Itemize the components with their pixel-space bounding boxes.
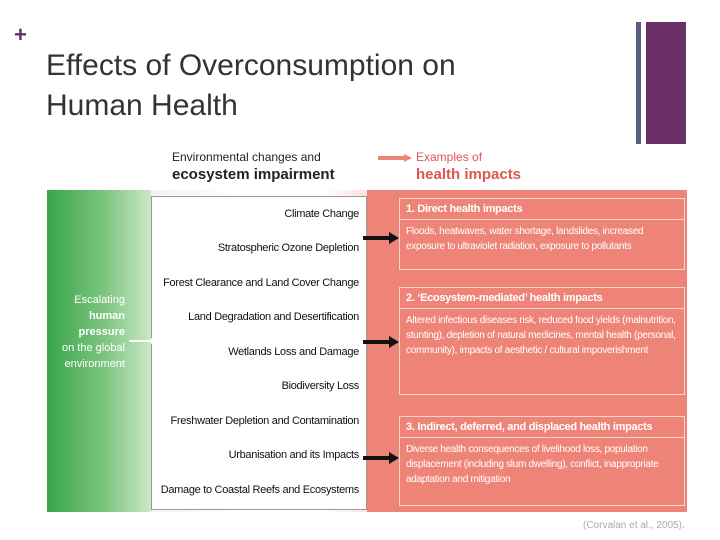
env-column-border	[151, 196, 367, 510]
impact-divider	[400, 437, 684, 438]
impact-body: Floods, heatwaves, water shortage, lands…	[406, 226, 644, 252]
env-change-list: Climate Change Stratospheric Ozone Deple…	[151, 196, 360, 510]
env-header: Environmental changes and ecosystem impa…	[172, 150, 335, 183]
impacts-panel	[367, 190, 687, 512]
env-item: Freshwater Depletion and Contamination	[170, 415, 359, 427]
impact-heading: 3. Indirect, deferred, and displaced hea…	[406, 421, 653, 433]
slide-title: Effects of Overconsumption on Human Heal…	[46, 46, 606, 126]
env-item: Climate Change	[284, 208, 359, 220]
impact-body: Altered infectious diseases risk, reduce…	[406, 315, 676, 356]
impact-arrow-icon	[363, 336, 399, 348]
pressure-label-line-1: Escalating	[74, 294, 125, 306]
title-line-1: Effects of Overconsumption on	[46, 49, 456, 82]
impact-box-indirect: 3. Indirect, deferred, and displaced hea…	[399, 416, 685, 506]
env-item: Land Degradation and Desertification	[188, 311, 359, 323]
header-arrow-icon	[378, 154, 412, 162]
env-header-line-1: Environmental changes and	[172, 150, 321, 164]
env-header-line-2: ecosystem impairment	[172, 166, 335, 183]
impact-box-direct: 1. Direct health impacts Floods, heatwav…	[399, 198, 685, 270]
impact-heading: 1. Direct health impacts	[406, 203, 523, 215]
pressure-label-line-2: human	[88, 310, 125, 322]
plus-icon: +	[14, 22, 27, 47]
impact-arrow-icon	[363, 232, 399, 244]
env-item: Stratospheric Ozone Depletion	[217, 242, 359, 254]
impact-arrow-icon	[363, 452, 399, 464]
pressure-label-line-5: environment	[64, 358, 125, 370]
impact-heading: 2. ‘Ecosystem-mediated’ health impacts	[406, 292, 603, 304]
citation: (Corvalan et al., 2005).	[583, 520, 685, 531]
impact-divider	[400, 219, 684, 220]
pressure-arrow-icon	[129, 338, 157, 344]
pressure-panel	[47, 190, 151, 512]
health-header-line-1: Examples of	[416, 150, 483, 164]
health-header-line-2: health impacts	[416, 166, 522, 183]
health-effects-diagram: Escalating human pressure on the global …	[47, 190, 687, 512]
impact-box-ecosystem: 2. ‘Ecosystem-mediated’ health impacts A…	[399, 287, 685, 395]
health-header: Examples of health impacts	[416, 150, 521, 183]
env-item: Wetlands Loss and Damage	[228, 346, 359, 358]
pressure-label: Escalating human pressure on the global …	[47, 292, 125, 372]
impact-divider	[400, 308, 684, 309]
decorative-bar-thin	[636, 22, 641, 144]
pressure-label-line-3: pressure	[78, 326, 125, 338]
decorative-bar-thick	[646, 22, 686, 144]
title-line-2: Human Health	[46, 89, 238, 122]
env-item: Forest Clearance and Land Cover Change	[163, 277, 359, 289]
env-item: Urbanisation and its Impacts	[228, 449, 360, 461]
pressure-label-line-4: on the global	[62, 342, 125, 354]
impact-body: Diverse health consequences of livelihoo…	[406, 444, 659, 485]
env-item: Biodiversity Loss	[281, 380, 360, 392]
env-item: Damage to Coastal Reefs and Ecosystems	[160, 484, 360, 496]
